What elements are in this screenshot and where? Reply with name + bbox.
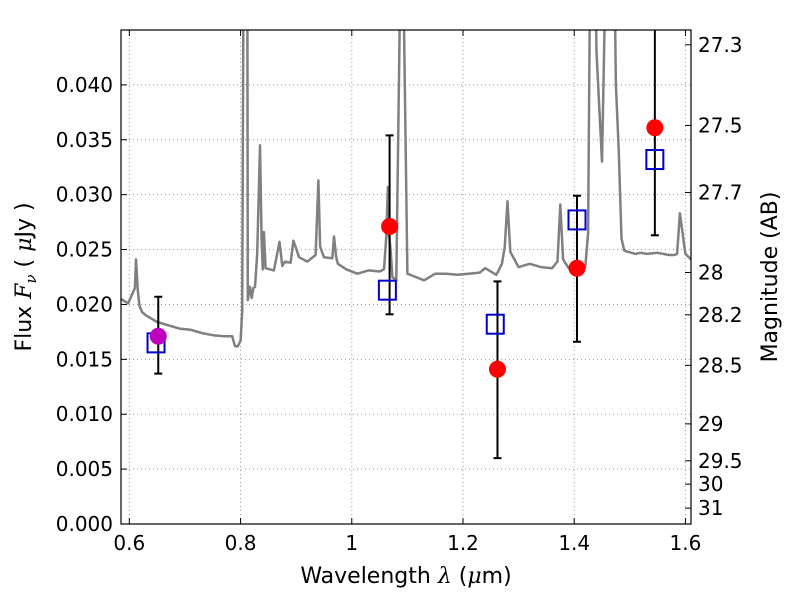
magnitude-tick-label: 27.5 [698,113,743,137]
observed-photometry-point [488,360,506,378]
magnitude-tick-label: 27.3 [698,33,743,57]
magnitude-tick-label: 29.5 [698,449,743,473]
magnitude-tick-label: 28.2 [698,303,743,327]
x-tick-label: 0.8 [225,531,257,555]
x-tick-label: 1.2 [447,531,479,555]
magnitude-tick-label: 30 [698,472,723,496]
magnitude-tick-label: 31 [698,496,723,520]
y-tick-label: 0.005 [56,457,113,481]
observed-photometry-point [381,218,399,236]
observed-photometry-point [646,119,664,137]
y-tick-label: 0.035 [56,128,113,152]
synthetic-photometry-point [377,279,397,301]
magnitude-tick-label: 27.7 [698,180,743,204]
x-tick-label: 1 [345,531,358,555]
synthetic-photometry-point [645,149,665,171]
y-tick-label: 0.040 [56,73,113,97]
magnitude-tick-label: 28 [698,260,723,284]
x-axis-title: Wavelength λ (μm) [300,564,511,589]
plot-frame [120,29,692,525]
magnitude-tick-label: 29 [698,412,723,436]
observed-photometry-point [568,259,586,277]
y-tick-label: 0.015 [56,347,113,371]
x-tick-label: 0.6 [113,531,145,555]
y-tick-label: 0.020 [56,292,113,316]
model-spectrum-line [121,30,691,348]
y-axis-title: Flux Fν ( μJy ) [12,202,40,351]
synthetic-photometry-point [567,209,587,231]
y-tick-label: 0.025 [56,238,113,262]
magnitude-tick-label: 28.5 [698,353,743,377]
tick-layer: 0.6 0.8 1 1.2 1.4 1.6 0.000 0.005 0.010 0.015 0.02… [56,30,743,555]
synthetic-photometry-point [485,313,505,335]
x-tick-label: 1.4 [558,531,590,555]
y-tick-label: 0.030 [56,183,113,207]
y-tick-label: 0.010 [56,402,113,426]
magnitude-axis-title: Magnitude (AB) [758,192,783,363]
observed-photometry-point [149,327,167,345]
data-layer [121,30,691,460]
y-tick-label: 0.000 [56,512,113,536]
x-tick-label: 1.6 [670,531,702,555]
